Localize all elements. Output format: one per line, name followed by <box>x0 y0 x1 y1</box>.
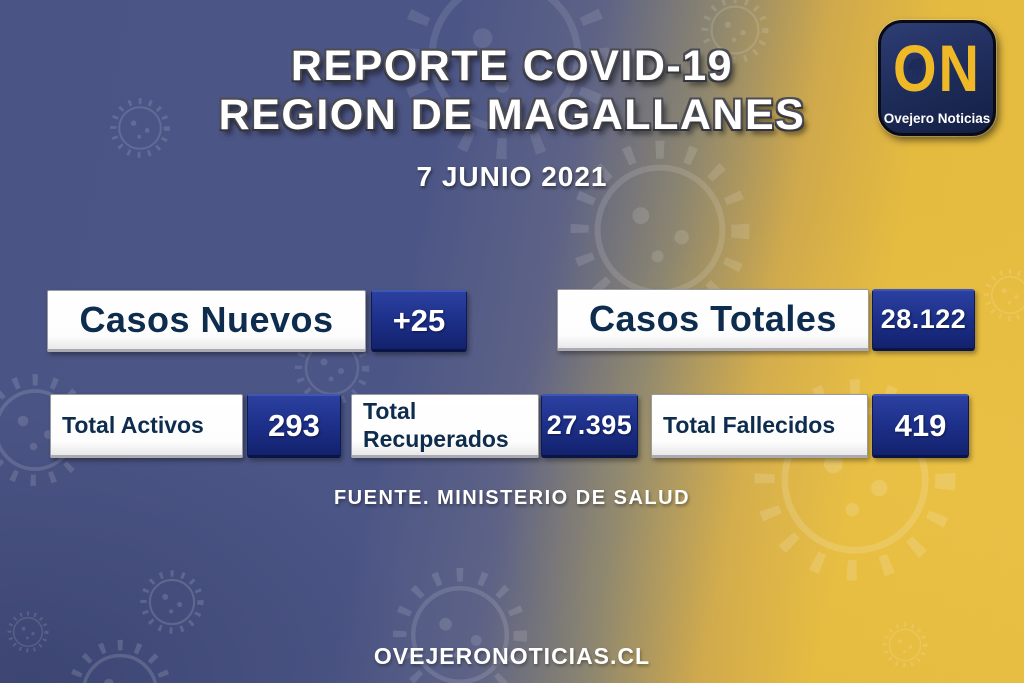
casos-totales-label: Casos Totales <box>589 298 837 339</box>
total-recuperados-value-box: 27.395 <box>541 394 638 458</box>
casos-nuevos-label-box: Casos Nuevos <box>47 290 366 352</box>
casos-totales-value: 28.122 <box>880 304 967 334</box>
total-activos-label: Total Activos <box>62 412 204 438</box>
title-line-1: REPORTE COVID-19 <box>290 42 734 90</box>
report-date: 7 JUNIO 2021 <box>416 161 608 192</box>
total-recuperados-label: Total Recuperados <box>363 398 509 452</box>
total-fallecidos-value-box: 419 <box>872 394 969 458</box>
total-activos-label-box: Total Activos <box>50 394 243 458</box>
total-recuperados-value: 27.395 <box>546 410 633 440</box>
total-fallecidos-label: Total Fallecidos <box>663 412 836 438</box>
casos-nuevos-label: Casos Nuevos <box>79 299 334 340</box>
website-url: OVEJERONOTICIAS.CL <box>373 643 651 669</box>
sheep-icon <box>908 58 925 76</box>
source-text: FUENTE. MINISTERIO DE SALUD <box>333 487 691 509</box>
total-fallecidos-value: 419 <box>894 407 947 443</box>
total-activos-value: 293 <box>268 407 320 443</box>
brand-logo: ON Ovejero Noticias <box>878 20 996 136</box>
casos-totales-value-box: 28.122 <box>872 289 975 351</box>
casos-nuevos-value-box: +25 <box>371 290 467 352</box>
logo-name: Ovejero Noticias <box>883 111 991 126</box>
title-line-2: REGION DE MAGALLANES <box>218 91 806 139</box>
total-fallecidos-label-box: Total Fallecidos <box>651 394 868 458</box>
logo-initials: ON <box>893 30 981 106</box>
casos-nuevos-value: +25 <box>392 302 446 338</box>
total-activos-value-box: 293 <box>247 394 341 458</box>
casos-totales-label-box: Casos Totales <box>557 289 869 351</box>
report-title: REPORTE COVID-19 REGION DE MAGALLANES <box>0 42 1024 140</box>
total-recuperados-label-box: Total Recuperados <box>351 394 539 458</box>
